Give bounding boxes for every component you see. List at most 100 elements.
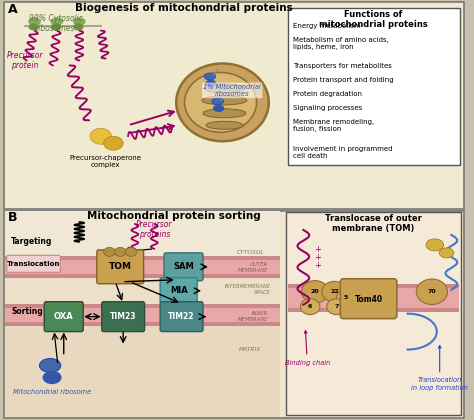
Ellipse shape [416,279,447,304]
Text: Targeting: Targeting [11,237,53,247]
Text: Transporters for metabolites: Transporters for metabolites [292,63,392,69]
Text: Precursor
proteins: Precursor proteins [136,220,173,239]
Text: +: + [315,245,321,255]
Ellipse shape [39,359,61,373]
Ellipse shape [212,98,223,105]
Bar [5,322,280,417]
Text: Metabolism of amino acids,
lipids, heme, iron: Metabolism of amino acids, lipids, heme,… [292,37,389,50]
Ellipse shape [51,18,63,25]
Ellipse shape [204,73,216,80]
Bar [5,260,280,274]
Ellipse shape [202,96,247,105]
Bar [5,274,280,278]
Bar [286,212,461,415]
Ellipse shape [204,84,245,93]
Text: A: A [8,3,18,16]
FancyBboxPatch shape [97,250,144,284]
Ellipse shape [184,73,256,132]
Ellipse shape [52,24,60,30]
Ellipse shape [74,24,83,30]
FancyBboxPatch shape [160,278,197,304]
Text: +: + [315,253,321,262]
Ellipse shape [29,18,40,25]
Ellipse shape [301,281,328,303]
Ellipse shape [43,371,61,383]
Text: +: + [315,261,321,270]
Text: Functions of
mitochondrial proteins: Functions of mitochondrial proteins [319,10,428,29]
Text: Tom40: Tom40 [355,295,383,304]
Text: Signaling processes: Signaling processes [292,105,362,111]
Ellipse shape [104,247,115,256]
Bar [288,8,460,165]
Text: 70: 70 [428,289,436,294]
FancyBboxPatch shape [44,302,83,332]
Text: 7: 7 [334,304,338,309]
FancyBboxPatch shape [7,255,60,272]
Ellipse shape [439,248,454,258]
Text: TOM: TOM [109,262,132,271]
FancyBboxPatch shape [164,253,203,281]
Text: Translocase of outer
membrane (TOM): Translocase of outer membrane (TOM) [325,214,422,234]
Text: Biogenesis of mitochondrial proteins: Biogenesis of mitochondrial proteins [75,3,292,13]
Ellipse shape [322,281,347,302]
Text: INNER
MEMBRANE: INNER MEMBRANE [238,311,268,322]
Ellipse shape [73,18,85,25]
Text: OXA: OXA [54,312,73,321]
Text: Membrane remodeling,
fusion, fission: Membrane remodeling, fusion, fission [292,119,374,132]
Text: 22: 22 [330,289,339,294]
Text: Involvement in programmed
cell death: Involvement in programmed cell death [292,146,392,159]
Ellipse shape [206,80,216,87]
Text: B: B [8,211,18,224]
Ellipse shape [203,109,246,118]
Ellipse shape [301,299,320,315]
Ellipse shape [426,239,444,251]
Ellipse shape [176,63,269,141]
Ellipse shape [327,299,346,315]
FancyBboxPatch shape [102,302,145,332]
Bar [5,304,280,308]
FancyBboxPatch shape [340,279,397,319]
Ellipse shape [29,24,38,30]
Text: Binding chain: Binding chain [284,331,330,365]
Text: Precursor-chaperone
complex: Precursor-chaperone complex [70,155,142,168]
Bar [288,284,459,288]
Bar [288,308,459,312]
Text: 20: 20 [311,289,319,294]
Ellipse shape [114,247,126,256]
Text: MIA: MIA [170,286,188,295]
Ellipse shape [125,247,137,256]
Text: Sorting: Sorting [11,307,43,316]
Text: 6: 6 [308,304,312,309]
Ellipse shape [206,121,243,129]
Bar [5,211,280,260]
Text: Translocation: Translocation [7,261,60,267]
Ellipse shape [214,105,223,111]
Bar [4,211,464,418]
Text: 5: 5 [344,295,348,300]
Bar [5,256,280,260]
Text: Energy metabolism: Energy metabolism [292,23,360,29]
Text: Precursor
protein: Precursor protein [7,51,43,70]
Text: Mitochondrial protein sorting: Mitochondrial protein sorting [87,211,261,221]
Text: Protein degradation: Protein degradation [292,92,362,97]
Ellipse shape [337,290,356,306]
Ellipse shape [90,128,111,144]
Text: Mitochondrial ribosome: Mitochondrial ribosome [13,389,91,395]
Text: Translocation
in loop formation: Translocation in loop formation [411,346,468,391]
Text: Protein transport and folding: Protein transport and folding [292,77,393,84]
Text: SAM: SAM [173,262,194,271]
Bar [5,322,280,326]
Ellipse shape [104,136,123,150]
Text: 99% Cytosolic
ribosomes: 99% Cytosolic ribosomes [29,14,83,33]
Text: INTERMEMBRANE
SPACE: INTERMEMBRANE SPACE [225,284,271,295]
FancyBboxPatch shape [160,302,203,332]
Bar [4,2,464,209]
Text: 1% Mitochondrial
ribosomes: 1% Mitochondrial ribosomes [203,84,261,97]
Bar [5,308,280,322]
Text: TIM22: TIM22 [168,312,195,321]
Bar [5,274,280,308]
Text: MATRIX: MATRIX [239,347,262,352]
Text: CYTOSOL: CYTOSOL [237,250,264,255]
Text: TIM23: TIM23 [110,312,137,321]
Bar [288,288,459,308]
